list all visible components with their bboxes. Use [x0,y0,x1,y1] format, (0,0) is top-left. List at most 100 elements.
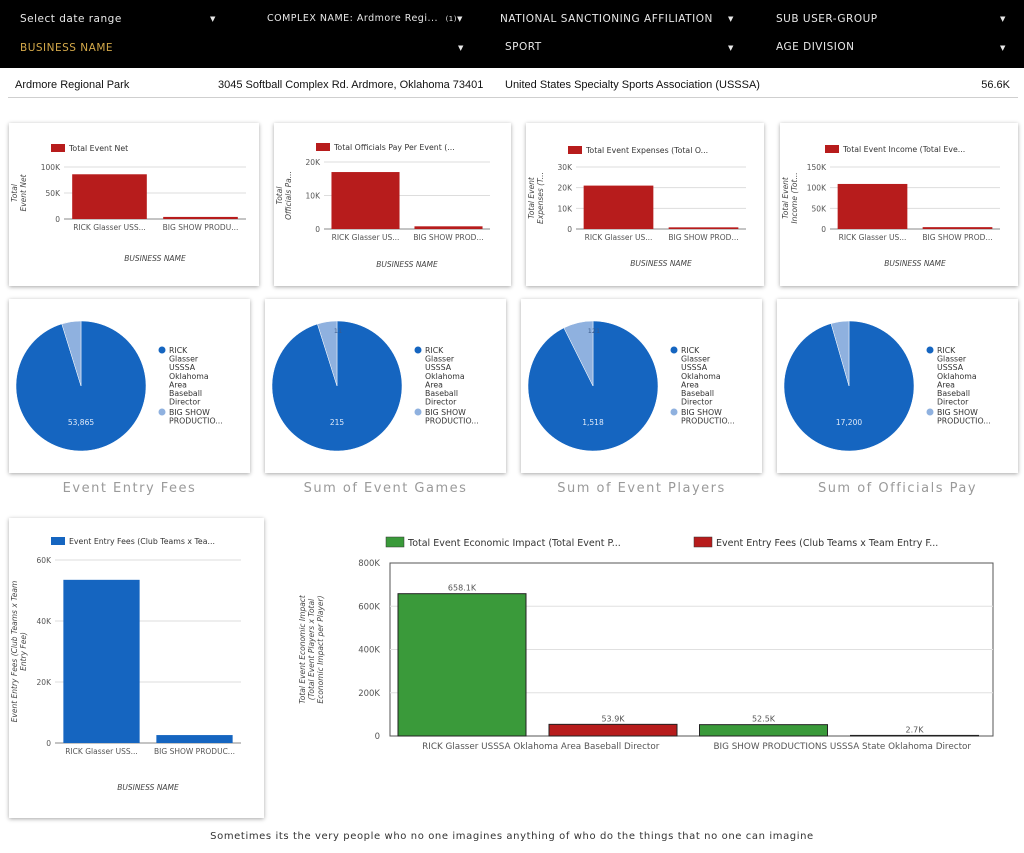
legend-swatch [926,408,934,416]
legend-swatch [385,536,405,548]
y-tick-label: 0 [821,225,826,234]
pie-caption: Event Entry Fees [62,481,197,496]
y-tick-label: 20K [37,678,53,687]
chevron-down-icon[interactable]: ▼ [1000,15,1006,23]
bar [414,226,483,229]
legend-label: PRODUCTIO... [937,417,991,426]
legend-swatch [670,346,678,354]
chart-card-officials-pay: Total Officials Pay Per Event (... Total O… [274,123,511,286]
y-tick-label: 600K [358,602,380,612]
legend-label: PRODUCTIO... [681,417,735,426]
legend-swatch [825,145,839,153]
officials-pay-chart: Total Officials Pay Per Event (... Total O… [275,143,490,269]
y-tick-label: 10K [306,192,322,201]
y-tick-label: 0 [375,732,380,742]
chevron-down-icon[interactable]: ▼ [728,44,734,52]
complex-name-label: COMPLEX NAME: Ardmore Regi... [267,13,439,24]
business-name-filter[interactable]: BUSINESS NAME [20,42,114,54]
y-axis-title: Total Event [781,176,790,219]
legend-label: Glasser [169,355,199,364]
y-axis-title: Total Event Economic Impact [298,594,307,704]
sanctioning-filter[interactable]: NATIONAL SANCTIONING AFFILIATION [500,13,713,25]
bar [156,735,233,743]
date-range-filter[interactable]: Select date range [20,13,122,25]
y-tick-label: 800K [358,559,380,569]
legend-label: Event Entry Fees (Club Teams x Tea... [69,537,215,546]
pie-card-officials-pay: 17,200 RICK Glasser USSSA Oklahoma Area Baseba… [777,299,1018,473]
chevron-down-icon[interactable]: ▼ [458,44,464,52]
y-axis-title: Officials Pa... [284,171,293,220]
sport-filter[interactable]: SPORT [505,41,542,53]
chevron-down-icon[interactable]: ▼ [210,15,216,23]
x-axis-title: BUSINESS NAME [884,259,946,268]
event-players-pie: 1,518 121 RICKGlasserUSSSAOklahomaAreaBase… [527,320,735,452]
legend-swatch [568,146,582,154]
legend-label: Glasser [425,355,455,364]
y-tick-label: 100K [807,184,827,193]
park-address: 3045 Softball Complex Rd. Ardmore, Oklah… [218,79,484,91]
y-axis-title: Entry Fee) [19,632,28,671]
bar [331,172,400,229]
pie-caption: Sum of Event Games [303,481,468,496]
data-label: 658.1K [448,584,477,593]
legend-label: Baseball [681,389,714,398]
legend-label: Oklahoma [425,372,465,381]
bar [850,734,979,737]
y-axis-title: Event Net [19,173,28,211]
pie-slice [830,320,850,387]
event-expenses-chart: Total Event Expenses (Total O... Total Ev… [527,146,746,268]
pie-slice [563,320,594,387]
bar [397,593,527,737]
data-label: 52.5K [752,715,776,724]
entry-fees-pie: 53,865 RICKGlasserUSSSAOklahomaAreaBaseba… [15,320,223,452]
sub-user-group-filter[interactable]: SUB USER-GROUP [776,13,878,25]
bar [72,174,147,219]
y-tick-label: 30K [558,163,574,172]
park-affiliation: United States Specialty Sports Associati… [505,79,760,91]
legend-label: Baseball [425,389,458,398]
x-tick-label: BIG SHOW PRODU... [163,223,239,232]
bar [837,183,908,229]
event-income-chart: Total Event Income (Total Eve... Total Ev… [781,145,1000,268]
legend-swatch [693,536,713,548]
legend-label: Area [425,380,443,389]
pie-card-entry-fees: 53,865 RICK Glasser USSSA Oklahoma Area Baseba… [9,299,250,473]
x-tick-label: RICK Glasser US... [839,233,907,242]
legend-label: USSSA [937,363,964,372]
pie-caption: Sum of Event Players [557,481,726,496]
y-axis-title: Expenses (T... [536,172,545,224]
y-tick-label: 50K [46,189,62,198]
legend-label: Oklahoma [937,372,977,381]
pie-card-event-games: 215 11 RICK Glasser USSSA Oklahoma Area Basebal… [265,299,506,473]
y-axis-title: Event Entry Fees (Club Teams x Team [10,581,19,723]
legend-label: PRODUCTIO... [169,417,223,426]
legend-swatch [158,346,166,354]
bar [548,723,678,737]
x-tick-label: RICK Glasser US... [585,233,653,242]
chart-card-event-expenses: Total Event Expenses (Total O... Total Ev… [526,123,764,286]
legend-swatch [158,408,166,416]
legend-label: Director [425,398,457,407]
age-division-filter[interactable]: AGE DIVISION [776,41,855,53]
x-axis-title: BUSINESS NAME [630,259,692,268]
data-label: 2.7K [906,725,925,734]
chevron-down-icon[interactable]: ▼ [728,15,734,23]
legend-label: USSSA [169,363,196,372]
entry-fees-bar-chart: Event Entry Fees (Club Teams x Tea... Eve… [10,537,241,792]
chevron-down-icon[interactable]: ▼ [1000,44,1006,52]
legend-label: Area [937,380,955,389]
y-tick-label: 400K [358,646,380,656]
pie-slice [317,320,338,387]
complex-name-filter[interactable]: COMPLEX NAME: Ardmore Regi... (1) [267,13,457,24]
legend-label: USSSA [681,363,708,372]
chevron-down-icon[interactable]: ▼ [457,15,463,23]
chart-card-event-income: Total Event Income (Total Eve... Total Ev… [780,123,1018,286]
chart-card-total-event-net: Total Event Net Total Event Net 0 50K 100K RIC… [9,123,259,286]
total-value: 56.6K [981,79,1010,91]
y-tick-label: 50K [812,204,828,213]
bar [163,216,238,219]
legend-label: BIG SHOW [937,408,978,417]
y-tick-label: 0 [55,215,60,224]
y-tick-label: 100K [41,163,61,172]
slice-label: 53,865 [68,418,94,427]
